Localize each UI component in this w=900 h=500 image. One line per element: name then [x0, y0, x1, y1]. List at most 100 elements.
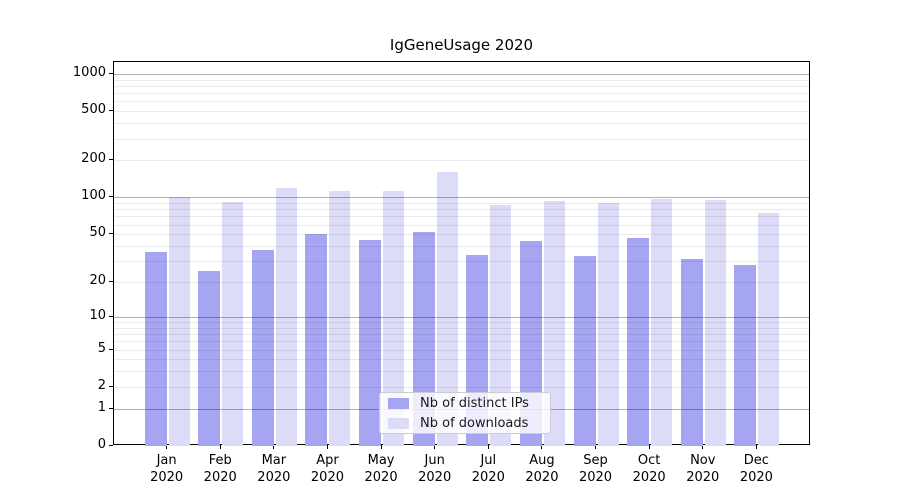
gridline-minor-60	[114, 224, 809, 226]
gridline-minor-6	[114, 341, 809, 343]
y-tick-mark-0	[109, 445, 113, 446]
x-tick-mark-sep	[595, 445, 597, 449]
gridline-major-1000	[114, 73, 809, 75]
x-tick-label-apr: Apr 2020	[310, 453, 344, 485]
gridline-minor-80	[114, 209, 809, 211]
gridline-minor-8	[114, 327, 809, 329]
x-tick-mark-aug	[541, 445, 543, 449]
x-tick-mark-mar	[273, 445, 275, 449]
bar-nb-of-downloads-feb	[222, 202, 244, 446]
gridline-minor-700	[114, 93, 809, 95]
y-tick-mark-2	[109, 385, 113, 387]
y-tick-label-0: 0	[97, 437, 106, 452]
y-tick-label-20: 20	[89, 273, 106, 289]
bar-nb-of-downloads-may	[383, 190, 405, 446]
y-tick-label-1: 1	[97, 399, 106, 415]
gridline-minor-9	[114, 322, 809, 323]
gridline-minor-70	[114, 216, 809, 218]
y-tick-mark-20	[109, 281, 113, 283]
gridline-minor-600	[114, 101, 809, 103]
x-tick-mark-dec	[755, 445, 757, 449]
gridline-minor-5	[114, 349, 809, 351]
bar-nb-of-distinct-ips-oct	[627, 237, 650, 446]
y-tick-label-2: 2	[97, 377, 106, 393]
gridline-minor-800	[114, 85, 809, 87]
y-tick-label-5: 5	[97, 340, 106, 356]
legend: Nb of distinct IPs Nb of downloads	[379, 392, 551, 434]
x-tick-mark-oct	[648, 445, 650, 449]
x-tick-label-mar: Mar 2020	[257, 453, 291, 485]
legend-label-downloads: Nb of downloads	[420, 415, 529, 431]
bar-nb-of-distinct-ips-jan	[144, 251, 167, 446]
legend-label-distinct-ips: Nb of distinct IPs	[420, 395, 529, 411]
y-tick-mark-50	[109, 233, 113, 235]
y-tick-label-500: 500	[81, 102, 106, 118]
gridline-minor-90	[114, 203, 809, 205]
x-tick-mark-nov	[702, 445, 704, 449]
gridline-minor-900	[114, 79, 809, 81]
x-tick-label-sep: Sep 2020	[578, 453, 613, 485]
gridline-minor-50	[114, 234, 809, 236]
gridline-minor-20	[114, 282, 809, 284]
x-tick-mark-apr	[326, 445, 328, 449]
y-tick-label-1000: 1000	[72, 64, 106, 80]
y-tick-label-100: 100	[81, 188, 106, 204]
bar-nb-of-downloads-jan	[168, 196, 190, 446]
bar-nb-of-distinct-ips-dec	[734, 264, 757, 446]
bar-nb-of-downloads-aug	[543, 201, 565, 446]
y-tick-mark-100	[109, 196, 113, 198]
x-tick-label-nov: Nov 2020	[686, 453, 720, 485]
gridline-minor-200	[114, 160, 809, 162]
y-tick-mark-5	[109, 348, 113, 350]
chart-title: IgGeneUsage 2020	[389, 36, 534, 54]
gridline-minor-3	[114, 371, 809, 373]
bar-nb-of-distinct-ips-feb	[198, 270, 221, 446]
y-tick-label-50: 50	[89, 225, 106, 241]
legend-row-distinct-ips: Nb of distinct IPs	[388, 395, 550, 412]
x-tick-label-feb: Feb 2020	[203, 453, 237, 485]
bar-nb-of-downloads-mar	[275, 188, 297, 446]
x-tick-mark-may	[380, 445, 382, 449]
x-tick-label-aug: Aug 2020	[525, 453, 559, 485]
x-tick-label-jun: Jun 2020	[418, 453, 452, 485]
gridline-minor-40	[114, 246, 809, 247]
bar-nb-of-downloads-oct	[651, 199, 673, 446]
gridline-minor-4	[114, 359, 809, 361]
legend-row-downloads: Nb of downloads	[388, 415, 550, 432]
y-tick-mark-10	[109, 315, 113, 317]
x-tick-mark-feb	[219, 445, 221, 449]
x-tick-label-jan: Jan 2020	[150, 453, 184, 485]
y-tick-mark-1	[109, 407, 113, 409]
bar-nb-of-distinct-ips-may	[359, 239, 382, 446]
y-tick-mark-500	[109, 110, 113, 112]
gridline-minor-30	[114, 261, 809, 263]
legend-swatch-distinct-ips	[388, 397, 409, 409]
bar-nb-of-downloads-jul	[490, 205, 512, 446]
gridline-minor-2	[114, 386, 809, 388]
plot-area	[113, 61, 810, 446]
bar-nb-of-downloads-nov	[704, 199, 726, 446]
bar-nb-of-downloads-dec	[758, 212, 780, 446]
y-tick-mark-200	[109, 159, 113, 161]
gridline-minor-400	[114, 123, 809, 125]
gridline-major-10	[114, 316, 809, 318]
bar-nb-of-distinct-ips-apr	[305, 234, 328, 446]
y-tick-label-10: 10	[89, 307, 106, 323]
x-tick-mark-jun	[434, 445, 436, 449]
bar-nb-of-downloads-sep	[597, 203, 619, 446]
bar-nb-of-distinct-ips-mar	[251, 250, 274, 446]
bar-nb-of-downloads-apr	[329, 191, 351, 446]
gridline-minor-500	[114, 111, 809, 113]
x-tick-mark-jul	[487, 445, 489, 449]
gridline-major-100	[114, 197, 809, 199]
x-tick-label-may: May 2020	[364, 453, 398, 485]
legend-swatch-downloads	[388, 417, 409, 429]
x-tick-label-dec: Dec 2020	[739, 453, 773, 485]
bar-nb-of-distinct-ips-sep	[573, 256, 596, 446]
x-tick-label-jul: Jul 2020	[471, 453, 505, 485]
x-tick-mark-jan	[166, 445, 168, 449]
gridline-minor-7	[114, 334, 809, 336]
gridline-minor-300	[114, 138, 809, 140]
y-tick-label-200: 200	[81, 151, 106, 167]
